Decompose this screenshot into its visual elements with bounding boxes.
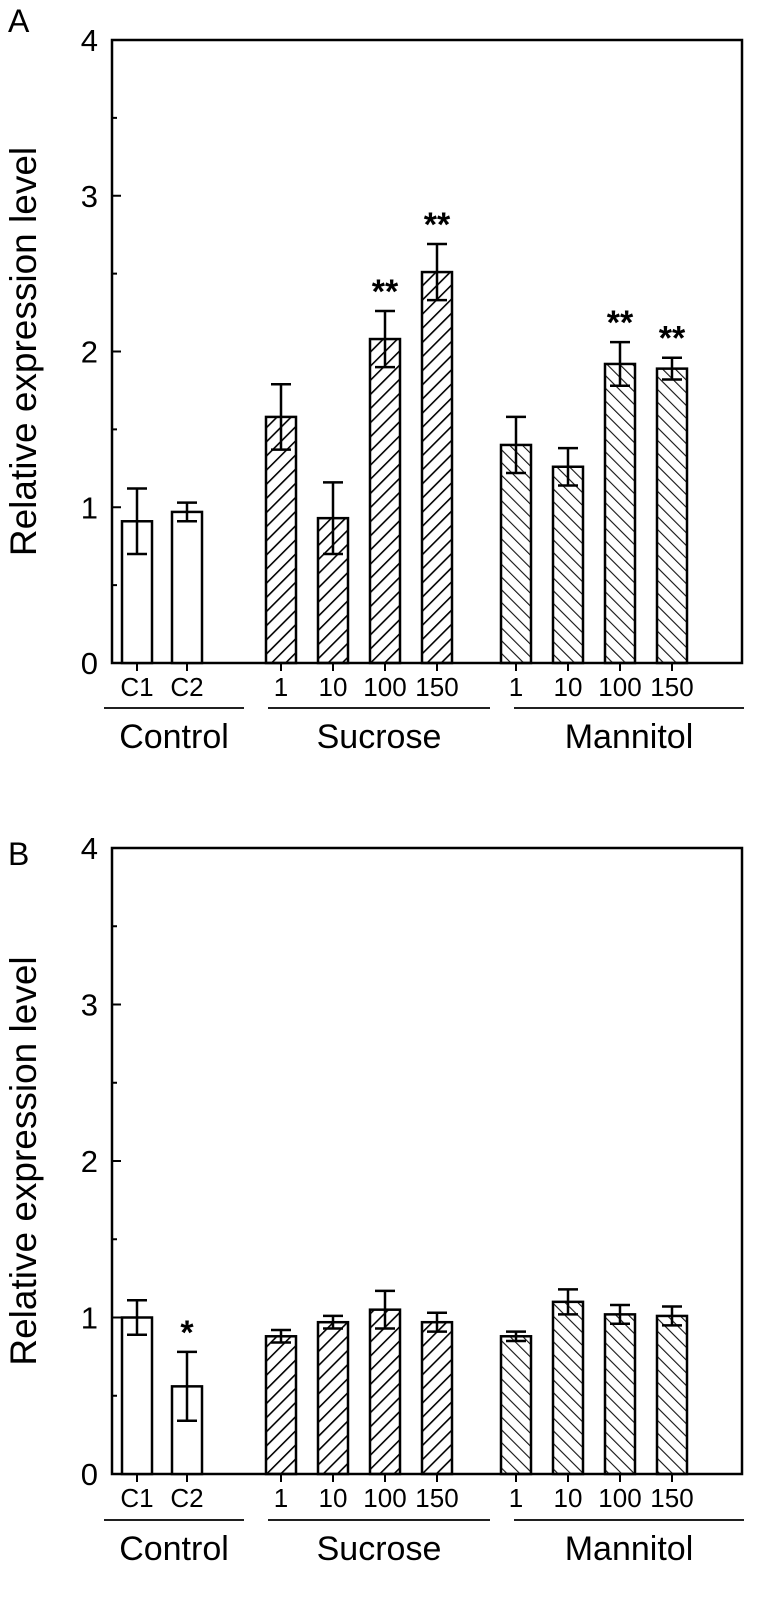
x-tick-label: 100	[598, 672, 641, 702]
significance-marker: **	[424, 206, 451, 244]
y-tick-label: 4	[81, 831, 98, 866]
group-label-mannitol: Mannitol	[565, 1530, 694, 1568]
y-tick-label: 1	[81, 1301, 98, 1336]
bar-10-sucrose	[316, 1320, 350, 1476]
bar-10-mannitol	[551, 465, 585, 665]
significance-marker: **	[659, 320, 686, 358]
group-label-sucrose: Sucrose	[317, 1530, 442, 1568]
x-tick-label: 10	[554, 672, 583, 702]
bar-1-sucrose	[264, 415, 298, 665]
bar-1-mannitol	[499, 443, 533, 665]
bar-c2-control	[170, 510, 204, 665]
y-tick-label: 3	[81, 988, 98, 1023]
x-tick-label: C1	[120, 672, 153, 702]
x-tick-label: 1	[509, 1483, 523, 1513]
x-tick-label: 10	[319, 1483, 348, 1513]
bar-1-sucrose	[264, 1335, 298, 1476]
y-axis-label: Relative expression level	[3, 956, 44, 1365]
bar-10-mannitol	[551, 1300, 585, 1476]
x-tick-label: 1	[274, 672, 288, 702]
bar-100-mannitol	[603, 1313, 637, 1476]
bar-150-mannitol	[655, 1314, 689, 1476]
x-tick-label: 150	[650, 672, 693, 702]
y-tick-label: 1	[81, 490, 98, 525]
bar-c1-control	[120, 1316, 154, 1476]
x-tick-label: 100	[363, 672, 406, 702]
significance-marker: **	[372, 273, 399, 311]
significance-marker: **	[607, 304, 634, 342]
x-tick-label: 150	[650, 1483, 693, 1513]
y-tick-label: 4	[81, 23, 98, 58]
panel-b: B Relative expression level 0 1 2 3 4 C1 * C2 1 10 1…	[3, 831, 744, 1568]
panel-label: A	[8, 3, 30, 39]
group-label-sucrose: Sucrose	[317, 718, 442, 756]
panel-label: B	[8, 836, 29, 872]
x-tick-label: 100	[363, 1483, 406, 1513]
y-tick-label: 2	[81, 335, 98, 370]
group-label-control: Control	[119, 718, 229, 756]
bar-150-sucrose	[420, 1320, 454, 1476]
x-tick-label: 10	[554, 1483, 583, 1513]
bar-100-mannitol	[603, 362, 637, 665]
significance-marker: *	[180, 1314, 194, 1352]
panel-a: A Relative expression level 0 1 2 3 4 C1 C2 1 10 **…	[3, 3, 744, 756]
bar-150-mannitol	[655, 367, 689, 665]
group-label-mannitol: Mannitol	[565, 718, 694, 756]
y-tick-label: 0	[81, 646, 98, 681]
bar-100-sucrose	[368, 337, 402, 665]
x-tick-label: 150	[415, 672, 458, 702]
y-tick-label: 0	[81, 1457, 98, 1492]
bar-1-mannitol	[499, 1335, 533, 1476]
x-tick-label: 100	[598, 1483, 641, 1513]
y-tick-label: 3	[81, 179, 98, 214]
x-tick-label: 10	[319, 672, 348, 702]
group-label-control: Control	[119, 1530, 229, 1568]
x-tick-label: C1	[120, 1483, 153, 1513]
x-tick-label: 1	[509, 672, 523, 702]
x-tick-label: 1	[274, 1483, 288, 1513]
bar-100-sucrose	[368, 1308, 402, 1476]
x-tick-label: 150	[415, 1483, 458, 1513]
x-tick-label: C2	[170, 672, 203, 702]
x-tick-label: C2	[170, 1483, 203, 1513]
y-tick-label: 2	[81, 1144, 98, 1179]
y-axis-label: Relative expression level	[3, 147, 44, 556]
bar-150-sucrose	[420, 270, 454, 665]
